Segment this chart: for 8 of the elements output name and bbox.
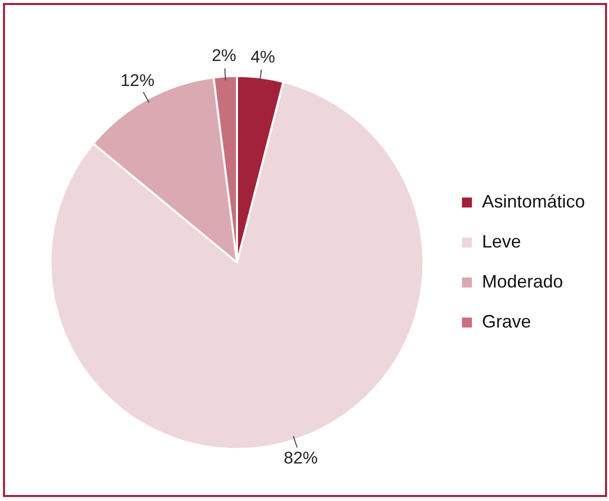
data-label: 12% bbox=[120, 71, 155, 90]
legend-label: Grave bbox=[482, 311, 531, 332]
data-label: 2% bbox=[212, 46, 236, 66]
data-label: 82% bbox=[284, 448, 318, 468]
legend-label: Asintomático bbox=[482, 191, 586, 212]
legend-label: Moderado bbox=[482, 271, 564, 292]
legend-label: Leve bbox=[482, 231, 522, 252]
data-label: 4% bbox=[250, 47, 276, 66]
